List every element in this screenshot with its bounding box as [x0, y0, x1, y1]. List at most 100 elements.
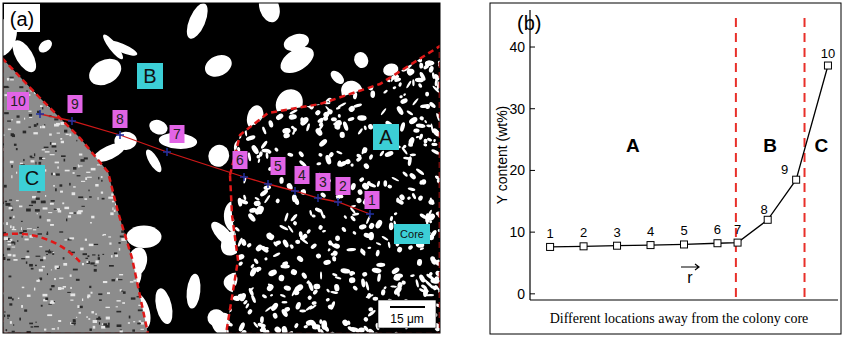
blob [350, 163, 353, 166]
frame [3, 3, 440, 333]
speckle [140, 238, 141, 240]
blob [314, 109, 321, 116]
blob [224, 263, 232, 269]
blob [247, 152, 251, 161]
y-tick [530, 47, 535, 48]
blob [316, 162, 321, 166]
point-label-box [113, 110, 128, 128]
blob [277, 66, 285, 77]
speckle [64, 159, 66, 162]
speckle [37, 227, 39, 228]
speckle [131, 222, 136, 224]
speckle [19, 206, 22, 208]
y-tick-label: 30 [509, 101, 525, 117]
blob [318, 152, 323, 157]
speckle [135, 264, 136, 265]
blob [341, 59, 347, 65]
speckle [143, 132, 148, 134]
speckle [42, 71, 44, 72]
speckle [136, 106, 138, 108]
blob [257, 44, 267, 55]
blob [222, 119, 228, 125]
speckle [53, 173, 55, 175]
speckle [102, 254, 104, 255]
speckle [43, 257, 45, 260]
speckle [87, 69, 89, 72]
blob [260, 140, 268, 149]
blob [283, 132, 291, 139]
blob [290, 268, 298, 276]
blob [393, 212, 397, 216]
speckle [102, 198, 105, 200]
speckle [149, 129, 150, 132]
speckle [127, 80, 130, 81]
blob [413, 128, 420, 132]
speckle [128, 186, 131, 189]
speckle [50, 288, 52, 290]
speckle [155, 199, 159, 201]
blob [431, 127, 440, 138]
speckle [123, 97, 128, 98]
blob [270, 104, 276, 109]
speckle [7, 248, 10, 250]
blob [420, 284, 427, 290]
point-label: 5 [274, 158, 282, 174]
speckle [19, 86, 23, 88]
blob [218, 255, 226, 264]
speckle [54, 301, 55, 302]
speckle [136, 115, 139, 116]
speckle [108, 94, 110, 96]
data-point [824, 62, 831, 69]
region-label-box [373, 124, 399, 150]
scan-point [36, 110, 44, 118]
blob [398, 82, 402, 88]
blob [432, 284, 439, 291]
speckle [91, 311, 94, 313]
blob [334, 284, 340, 292]
speckle [156, 132, 160, 134]
speckle [111, 110, 113, 112]
blob [346, 248, 356, 252]
blob [305, 47, 313, 56]
blob [227, 129, 237, 135]
speckle [88, 318, 90, 320]
phase-b-blobs [3, 3, 440, 333]
speckle [119, 92, 121, 94]
blob [427, 40, 433, 49]
blob [247, 308, 253, 315]
blob [306, 123, 311, 132]
speckle [113, 85, 115, 87]
blob [383, 286, 387, 290]
speckle [28, 126, 31, 127]
speckle [67, 292, 71, 293]
blob [419, 71, 427, 81]
blob [356, 153, 362, 159]
blob [238, 292, 247, 302]
speckle [16, 172, 17, 174]
blob [231, 58, 234, 62]
speckle [116, 300, 120, 301]
speckle [140, 166, 142, 167]
blob [418, 274, 426, 284]
speckle [120, 148, 125, 151]
speckle [101, 176, 103, 178]
speckle [150, 54, 152, 56]
speckle [84, 157, 88, 159]
speckle [150, 123, 155, 125]
speckle [39, 269, 43, 272]
blob [253, 321, 259, 328]
speckle [139, 320, 141, 321]
blob [254, 196, 260, 201]
blob [205, 307, 227, 329]
blob [280, 308, 288, 318]
blob [289, 244, 293, 247]
blob [318, 138, 328, 148]
speckle [87, 294, 90, 297]
blob [386, 56, 392, 62]
speckle [24, 309, 27, 311]
blob [401, 280, 407, 285]
phase-a-region [200, 36, 440, 333]
point-label: 2 [339, 178, 347, 194]
speckle [74, 324, 75, 325]
speckle [148, 164, 151, 166]
